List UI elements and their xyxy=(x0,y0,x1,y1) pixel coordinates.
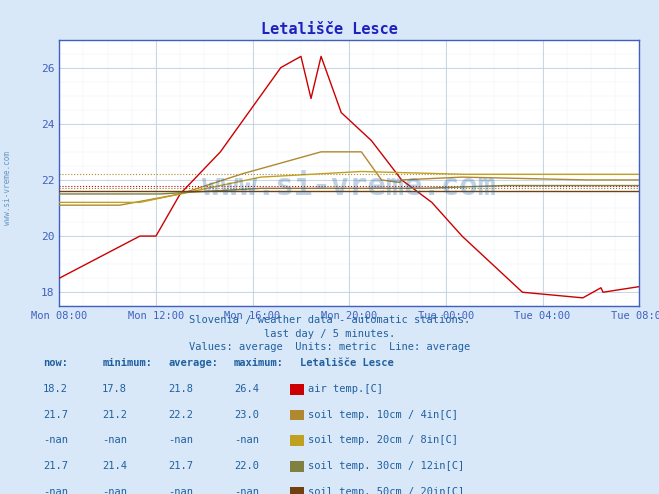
Text: www.si-vreme.com: www.si-vreme.com xyxy=(202,172,496,201)
Text: 17.8: 17.8 xyxy=(102,384,127,394)
Bar xyxy=(290,461,304,472)
Text: -nan: -nan xyxy=(43,487,68,494)
Text: minimum:: minimum: xyxy=(102,358,152,368)
Text: -nan: -nan xyxy=(43,435,68,445)
Text: Letališče Lesce: Letališče Lesce xyxy=(261,22,398,37)
Text: 22.2: 22.2 xyxy=(168,410,193,419)
Text: -nan: -nan xyxy=(102,487,127,494)
Text: Slovenia / weather data - automatic stations.: Slovenia / weather data - automatic stat… xyxy=(189,315,470,325)
Bar xyxy=(290,487,304,494)
Text: soil temp. 10cm / 4in[C]: soil temp. 10cm / 4in[C] xyxy=(308,410,458,419)
Text: last day / 5 minutes.: last day / 5 minutes. xyxy=(264,329,395,338)
Bar xyxy=(290,410,304,420)
Text: Letališče Lesce: Letališče Lesce xyxy=(300,358,393,368)
Text: 21.2: 21.2 xyxy=(102,410,127,419)
Text: soil temp. 20cm / 8in[C]: soil temp. 20cm / 8in[C] xyxy=(308,435,458,445)
Text: maximum:: maximum: xyxy=(234,358,284,368)
Text: soil temp. 50cm / 20in[C]: soil temp. 50cm / 20in[C] xyxy=(308,487,464,494)
Text: air temp.[C]: air temp.[C] xyxy=(308,384,383,394)
Text: 18.2: 18.2 xyxy=(43,384,68,394)
Text: 21.7: 21.7 xyxy=(43,461,68,471)
Text: -nan: -nan xyxy=(168,435,193,445)
Text: -nan: -nan xyxy=(234,435,259,445)
Text: www.si-vreme.com: www.si-vreme.com xyxy=(3,151,13,225)
Text: 21.7: 21.7 xyxy=(43,410,68,419)
Text: -nan: -nan xyxy=(102,435,127,445)
Text: soil temp. 30cm / 12in[C]: soil temp. 30cm / 12in[C] xyxy=(308,461,464,471)
Text: average:: average: xyxy=(168,358,218,368)
Text: 21.8: 21.8 xyxy=(168,384,193,394)
Text: 26.4: 26.4 xyxy=(234,384,259,394)
Bar xyxy=(290,384,304,395)
Bar xyxy=(290,435,304,446)
Text: Values: average  Units: metric  Line: average: Values: average Units: metric Line: aver… xyxy=(189,342,470,352)
Text: 23.0: 23.0 xyxy=(234,410,259,419)
Text: 22.0: 22.0 xyxy=(234,461,259,471)
Text: 21.7: 21.7 xyxy=(168,461,193,471)
Text: now:: now: xyxy=(43,358,68,368)
Text: -nan: -nan xyxy=(234,487,259,494)
Text: 21.4: 21.4 xyxy=(102,461,127,471)
Text: -nan: -nan xyxy=(168,487,193,494)
